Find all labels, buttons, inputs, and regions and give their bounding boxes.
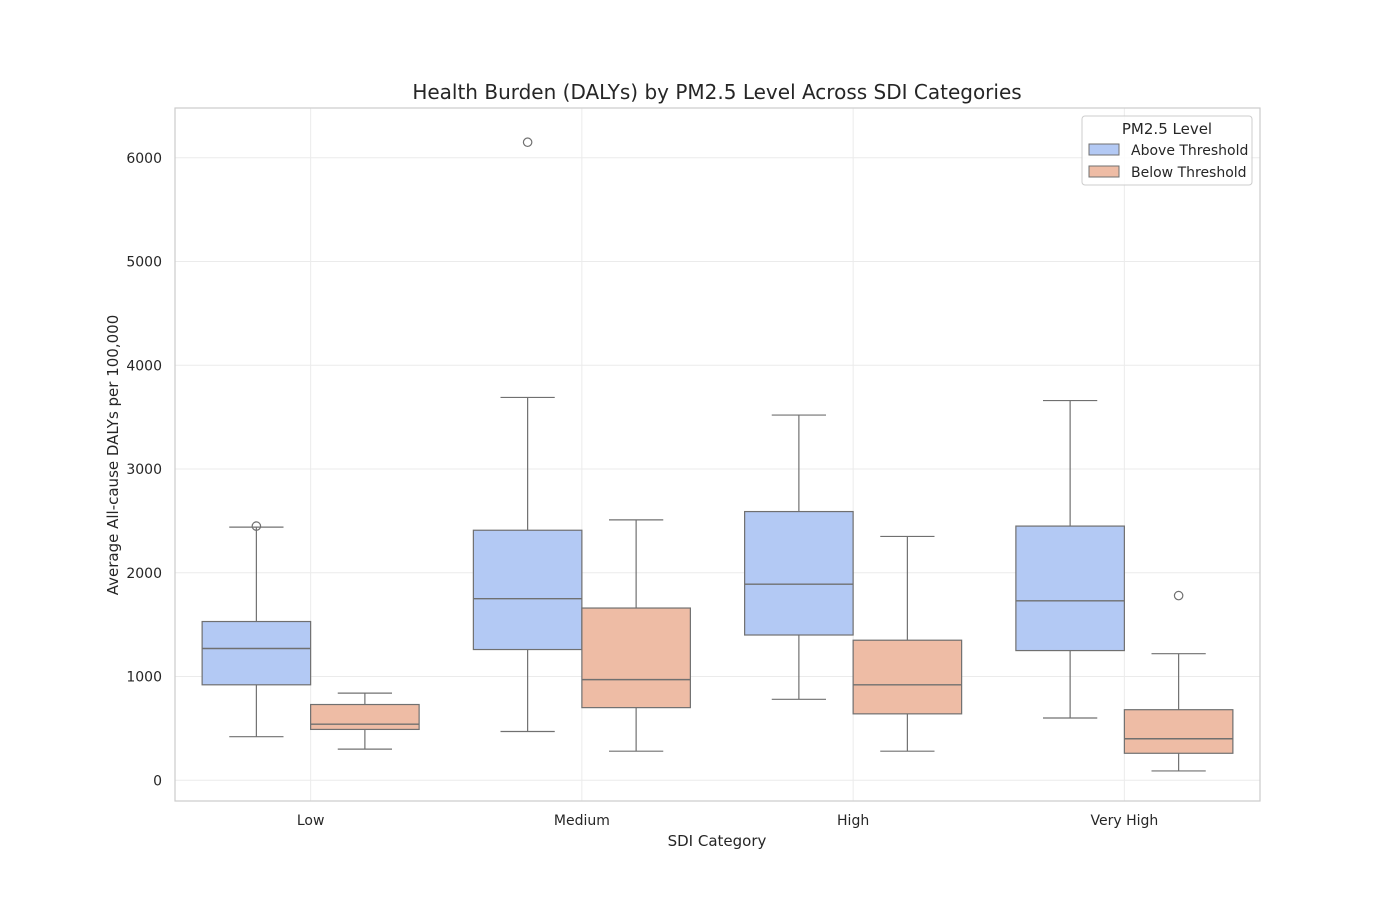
box-above-threshold-high — [744, 414, 854, 700]
y-tick-4000: 4000 — [126, 358, 162, 374]
x-tick-low: Low — [297, 813, 325, 829]
iqr-box-above-threshold-high — [744, 510, 854, 636]
iqr-box-above-threshold-medium — [472, 529, 583, 651]
iqr-box-above-threshold-very-high — [1015, 525, 1125, 652]
legend-swatch-above-threshold — [1088, 143, 1120, 156]
box-above-threshold-low — [201, 521, 312, 738]
iqr-box-below-threshold-medium — [581, 607, 691, 709]
chart-title: Health Burden (DALYs) by PM2.5 Level Acr… — [412, 80, 1021, 104]
box-above-threshold-very-high — [1015, 399, 1125, 719]
legend-frame — [1081, 115, 1253, 186]
y-tick-2000: 2000 — [126, 566, 162, 582]
box-series — [201, 137, 1234, 772]
x-tick-labels: Low Medium High Very High — [297, 813, 1158, 829]
y-tick-labels: 0 1000 2000 3000 4000 5000 6000 — [126, 151, 162, 789]
box-below-threshold-very-high — [1123, 590, 1234, 772]
iqr-box-below-threshold-very-high — [1123, 709, 1234, 754]
x-tick-medium: Medium — [554, 813, 610, 829]
outlier-below-threshold-very-high-0 — [1173, 590, 1184, 601]
iqr-box-below-threshold-low — [310, 703, 420, 731]
plot-frame — [174, 107, 1261, 802]
legend-label-above-threshold: Above Threshold — [1131, 143, 1248, 159]
y-tick-5000: 5000 — [126, 255, 162, 271]
legend: PM2.5 Level Above Threshold Below Thresh… — [1081, 115, 1253, 186]
y-tick-0: 0 — [153, 773, 162, 789]
y-tick-6000: 6000 — [126, 151, 162, 167]
box-below-threshold-medium — [581, 519, 691, 752]
iqr-box-above-threshold-low — [201, 620, 312, 686]
y-axis-label: Average All-cause DALYs per 100,000 — [104, 315, 122, 596]
iqr-box-below-threshold-high — [852, 639, 963, 715]
outlier-above-threshold-low-0 — [251, 521, 262, 531]
legend-label-below-threshold: Below Threshold — [1131, 165, 1247, 181]
legend-swatch-below-threshold — [1088, 165, 1120, 178]
y-tick-3000: 3000 — [126, 462, 162, 478]
outlier-above-threshold-medium-0 — [522, 137, 533, 148]
x-tick-very-high: Very High — [1090, 813, 1158, 829]
y-tick-1000: 1000 — [126, 670, 162, 686]
box-above-threshold-medium — [472, 137, 583, 733]
box-below-threshold-low — [310, 692, 420, 750]
legend-title: PM2.5 Level — [1122, 120, 1212, 138]
x-tick-high: High — [837, 813, 869, 829]
x-axis-label: SDI Category — [668, 832, 767, 850]
box-below-threshold-high — [852, 535, 963, 752]
grid-lines — [175, 108, 1260, 801]
